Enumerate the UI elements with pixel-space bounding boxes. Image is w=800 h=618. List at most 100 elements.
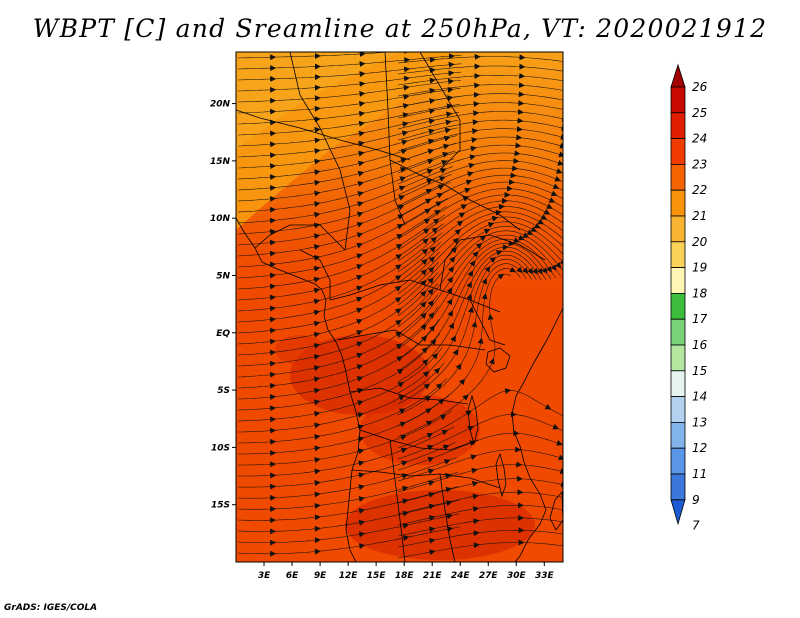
streamline xyxy=(397,449,563,482)
streamline-arrow xyxy=(357,424,365,431)
border-drc-2 xyxy=(359,429,479,451)
streamline-arrow xyxy=(426,432,434,439)
streamline-arrow xyxy=(356,318,363,325)
streamline-arrow xyxy=(468,162,475,169)
streamline-arrow xyxy=(479,235,487,242)
streamline-arrow xyxy=(400,434,407,441)
coastlines-borders xyxy=(236,52,563,562)
streamline-arrow xyxy=(357,448,365,455)
streamline-arrow xyxy=(489,257,497,264)
streamline-arrow xyxy=(357,191,364,197)
lon-tick-label: 33E xyxy=(535,571,555,581)
colorbar-label: 11 xyxy=(692,467,707,481)
streamline xyxy=(397,505,563,526)
streamline-arrow xyxy=(469,260,476,267)
lon-tick-label: 30E xyxy=(507,571,527,581)
streamline-arrow xyxy=(555,168,563,174)
streamline-arrow xyxy=(443,135,451,142)
lake-malawi xyxy=(495,452,507,498)
field-north-edge xyxy=(236,52,400,150)
chart-title: WBPT [C] and Sreamline at 250hPa, VT: 20… xyxy=(32,14,768,43)
streamline-arrow xyxy=(428,325,436,332)
streamline-arrow xyxy=(429,246,436,253)
streamline-arrow xyxy=(435,383,443,390)
streamline-arrow xyxy=(356,253,363,260)
border-west-2 xyxy=(299,249,331,300)
streamline-arrow xyxy=(497,273,505,280)
streamline-arrow xyxy=(516,266,523,273)
streamline-arrow xyxy=(434,209,441,216)
streamline-arrow xyxy=(427,288,434,296)
streamline-arrow xyxy=(466,281,472,289)
colorbar: 26 25 24 23 22 21 20 19 18 17 16 15 14 13 12 11 9 7 xyxy=(670,63,708,533)
streamline-arrow xyxy=(423,218,431,225)
streamline-arrow xyxy=(358,150,365,157)
streamline-arrow xyxy=(358,120,366,127)
streamline-arrow xyxy=(436,192,444,199)
streamline-arrow xyxy=(357,201,364,208)
streamline-arrow xyxy=(424,208,431,215)
colorbar-swatch xyxy=(670,421,686,449)
streamline xyxy=(397,167,563,207)
streamline-arrow xyxy=(358,496,366,502)
border-east-1 xyxy=(469,299,506,346)
streamline-arrow xyxy=(427,266,435,274)
streamline-arrow xyxy=(395,319,402,326)
streamline-arrow xyxy=(552,423,560,430)
streamline-arrow xyxy=(460,204,468,210)
lat-tick-label: 20N xyxy=(210,100,231,110)
streamline-arrow xyxy=(431,352,438,360)
streamline xyxy=(397,84,563,97)
streamline-arrow xyxy=(398,185,406,192)
colorbar-swatch xyxy=(670,344,686,372)
streamline-arrow xyxy=(427,300,434,307)
lat-tick-label: 10S xyxy=(211,443,230,453)
streamline-arrow xyxy=(358,140,365,147)
streamline-arrow xyxy=(398,195,405,201)
streamline xyxy=(397,128,563,152)
colorbar-swatch xyxy=(670,292,686,320)
streamline xyxy=(397,491,563,515)
streamline-arrow xyxy=(467,306,474,314)
streamline-arrow xyxy=(422,359,429,366)
streamline-arrow xyxy=(428,503,436,510)
streamline-arrow xyxy=(394,308,402,315)
colorbar-label: 20 xyxy=(692,235,708,249)
streamline-arrow xyxy=(420,301,427,308)
streamline-arrow xyxy=(509,266,517,273)
streamline-arrow xyxy=(313,211,321,218)
streamline-arrow xyxy=(449,256,456,263)
streamline-arrow xyxy=(355,296,363,303)
streamline-arrow xyxy=(428,256,436,263)
streamline-arrow xyxy=(358,531,366,538)
streamline-arrow xyxy=(558,454,563,461)
streamline-arrow xyxy=(536,267,543,275)
streamline-arrow xyxy=(450,246,458,254)
colorbar-label: 25 xyxy=(692,106,707,120)
colorbar-label: 14 xyxy=(692,390,707,404)
colorbar-swatch xyxy=(670,163,686,191)
streamline-arrow xyxy=(423,383,431,390)
streamline-arrow xyxy=(428,312,435,319)
streamline-arrow xyxy=(443,143,450,150)
streamline-arrow xyxy=(445,119,452,126)
streamline-arrow xyxy=(444,127,452,134)
streamline-arrow xyxy=(546,203,553,209)
lake-victoria xyxy=(485,347,511,373)
streamline-arrow xyxy=(550,264,557,271)
streamline xyxy=(397,56,563,64)
streamline-arrow xyxy=(313,287,321,294)
border-egypt-sudan xyxy=(419,52,461,171)
lon-tick-label: 18E xyxy=(395,571,415,581)
streamline-arrow xyxy=(481,292,488,300)
streamline-arrow xyxy=(396,233,403,240)
streamline-arrow xyxy=(313,244,321,251)
streamline-arrow xyxy=(357,180,365,187)
streamline-arrow xyxy=(546,266,553,273)
streamline-arrow xyxy=(548,197,556,203)
streamline-arrow xyxy=(421,248,429,255)
lat-tick-label: 10N xyxy=(210,214,231,224)
streamline-arrow xyxy=(513,237,520,244)
streamline-arrow xyxy=(425,188,433,195)
streamline-arrow xyxy=(358,507,366,514)
